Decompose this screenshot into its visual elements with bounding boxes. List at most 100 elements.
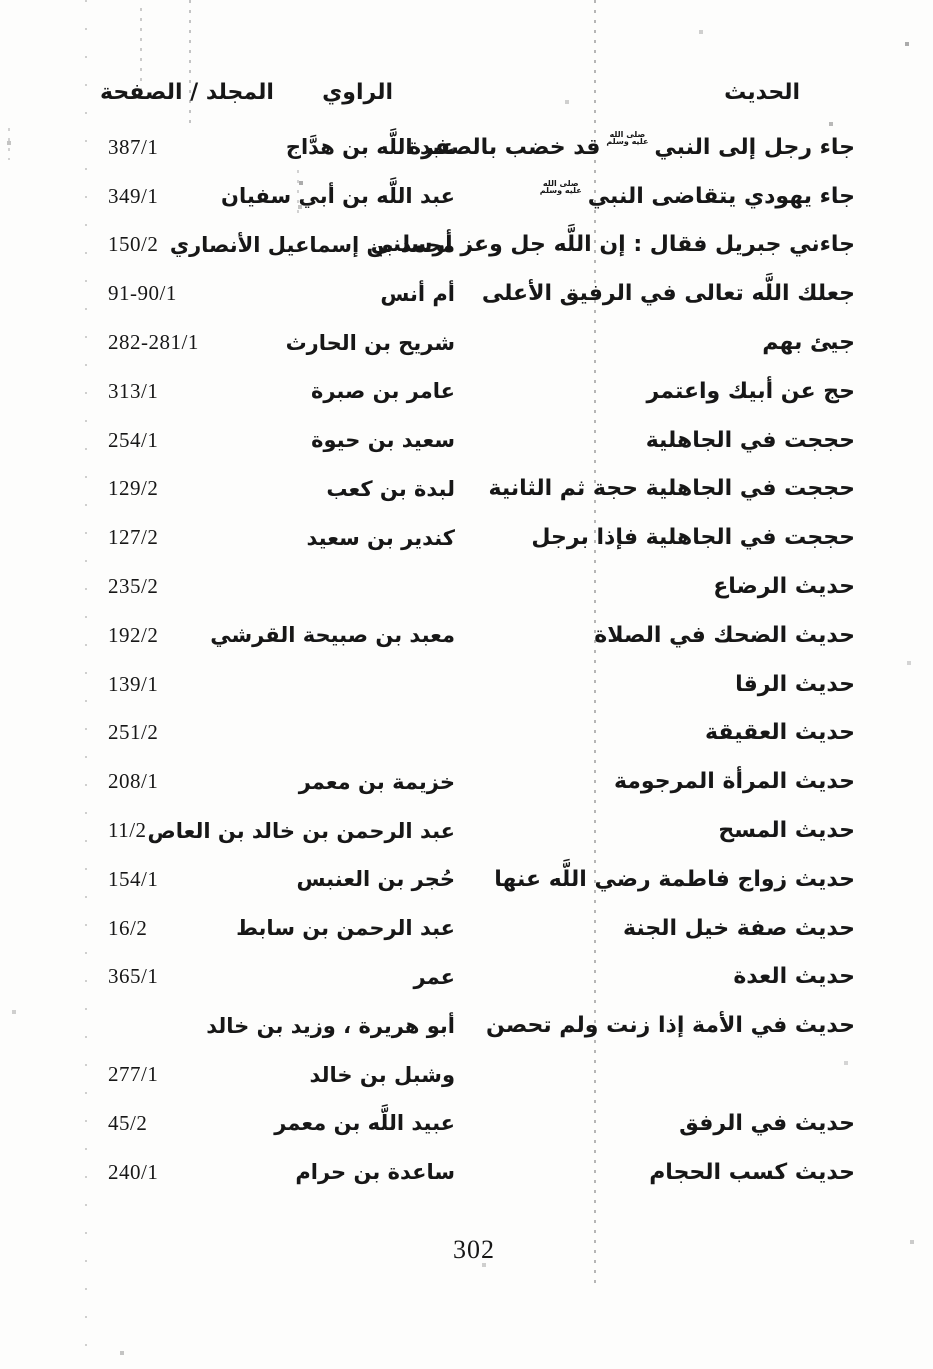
hadith-text: حديث في الأمة إذا زنت ولم تحصن bbox=[486, 1001, 855, 1050]
hadith-text-segment: جاء رجل إلى النبي bbox=[654, 134, 855, 160]
honorific-line-2: عليه وسلم bbox=[539, 186, 582, 196]
volume-page-ref: 150/2 bbox=[108, 232, 159, 257]
hadith-text-segment: جعلك اللَّه تعالى في الرفيق الأعلى bbox=[481, 281, 855, 307]
narrator-name: وشبل بن خالد bbox=[309, 1062, 455, 1087]
volume-page-ref: 154/1 bbox=[108, 866, 159, 891]
hadith-text: حججت في الجاهلية bbox=[646, 416, 855, 465]
narrator-name: أبو هريرة ، وزيد بن خالد bbox=[206, 1013, 455, 1038]
hadith-text: حديث كسب الحجام bbox=[649, 1148, 855, 1197]
hadith-text-segment: حديث الضحك في الصلاة bbox=[594, 622, 855, 648]
table-header: الحديث الراوي المجلد / الصفحة bbox=[0, 70, 933, 116]
volume-page-ref: 282-281/1 bbox=[108, 330, 199, 355]
narrator-name: خزيمة بن معمر bbox=[298, 769, 455, 794]
scan-speckles bbox=[0, 0, 2, 2]
index-row: وشبل بن خالد 277/1 bbox=[0, 1050, 933, 1099]
scan-artifact-line bbox=[594, 0, 596, 1290]
narrator-name: ساعدة بن حرام bbox=[295, 1160, 455, 1185]
hadith-text-segment: حديث زواج فاطمة رضي اللَّه عنها bbox=[494, 866, 855, 892]
scan-artifact-line bbox=[85, 0, 87, 1369]
hadith-text: حديث في الرفق bbox=[679, 1099, 855, 1148]
hadith-text-segment: حديث الرقا bbox=[735, 671, 855, 697]
narrator-name: عبد الرحمن بن خالد بن العاص bbox=[147, 818, 455, 843]
prophet-honorific-symbol: صلى الله عليه وسلم bbox=[606, 131, 648, 146]
hadith-text-segment: حديث صفة خيل الجنة bbox=[623, 915, 855, 941]
hadith-text-segment: حديث كسب الحجام bbox=[649, 1159, 855, 1185]
index-row: جاء رجل إلى النبي صلى الله عليه وسلم قد خضب… bbox=[0, 123, 933, 172]
index-row: جاء يهودي يتقاضى النبي صلى الله عليه وسلم ع… bbox=[0, 172, 933, 221]
narrator-name: محمد بن إسماعيل الأنصاري bbox=[169, 232, 455, 257]
volume-page-ref: 254/1 bbox=[108, 427, 159, 452]
volume-page-ref: 91-90/1 bbox=[108, 281, 177, 306]
narrator-name: حُجر بن العنبس bbox=[296, 867, 455, 892]
volume-page-ref: 387/1 bbox=[108, 134, 159, 159]
hadith-text-segment: حج عن أبيك واعتمر bbox=[646, 378, 855, 404]
narrator-name: لبدة بن كعب bbox=[326, 476, 455, 501]
index-row: حديث العدة عمر 365/1 bbox=[0, 953, 933, 1002]
hadith-text-segment: حديث العقيقة bbox=[705, 720, 855, 746]
volume-page-ref: 251/2 bbox=[108, 720, 159, 745]
index-row: حج عن أبيك واعتمر عامر بن صبرة 313/1 bbox=[0, 367, 933, 416]
hadith-text-segment: حججت في الجاهلية حجة ثم الثانية bbox=[488, 476, 855, 502]
index-row: جيئ بهم شريح بن الحارث 282-281/1 bbox=[0, 318, 933, 367]
hadith-text-segment: حديث العدة bbox=[733, 964, 855, 990]
hadith-text-segment: حججت في الجاهلية فإذا برجل bbox=[531, 525, 855, 551]
hadith-text: حديث المسح bbox=[718, 806, 855, 855]
volume-page-ref: 192/2 bbox=[108, 622, 159, 647]
hadith-text: حديث صفة خيل الجنة bbox=[623, 904, 855, 953]
index-row: حديث في الرفق عبيد اللَّه بن معمر 45/2 bbox=[0, 1099, 933, 1148]
hadith-text: جاءني جبريل فقال : إن اللَّه جل وعز أرسل… bbox=[371, 221, 855, 270]
hadith-text-segment: حديث في الرفق bbox=[679, 1110, 855, 1136]
hadith-text-segment: حديث المسح bbox=[718, 818, 855, 844]
hadith-text-segment: حديث المرأة المرجومة bbox=[613, 769, 855, 795]
index-row: حججت في الجاهلية حجة ثم الثانية لبدة بن ك… bbox=[0, 465, 933, 514]
narrator-name: عبيد اللَّه بن معمر bbox=[274, 1111, 455, 1136]
hadith-text: حديث العدة bbox=[733, 953, 855, 1002]
volume-page-ref: 45/2 bbox=[108, 1110, 148, 1135]
index-row: حديث الضحك في الصلاة معبد بن صبيحة القرشي… bbox=[0, 611, 933, 660]
prophet-honorific-symbol: صلى الله عليه وسلم bbox=[539, 178, 582, 196]
hadith-text: جاء رجل إلى النبي صلى الله عليه وسلم قد خضب… bbox=[408, 123, 855, 172]
index-row: جاءني جبريل فقال : إن اللَّه جل وعز أرسل… bbox=[0, 221, 933, 270]
hadith-text-segment: حديث الرضاع bbox=[713, 574, 855, 600]
index-row: حديث صفة خيل الجنة عبد الرحمن بن سابط 16/2 bbox=[0, 904, 933, 953]
scan-artifact-line bbox=[297, 170, 299, 216]
index-row: حديث المرأة المرجومة خزيمة بن معمر 208/1 bbox=[0, 757, 933, 806]
narrator-name: عامر بن صبرة bbox=[310, 379, 455, 404]
scan-artifact-line bbox=[189, 0, 191, 126]
index-row: جعلك اللَّه تعالى في الرفيق الأعلى أم أنس… bbox=[0, 269, 933, 318]
volume-page-ref: 235/2 bbox=[108, 574, 159, 599]
hadith-text: حججت في الجاهلية فإذا برجل bbox=[531, 513, 855, 562]
hadith-text-segment: جاءني جبريل فقال : إن اللَّه جل وعز أرسل… bbox=[370, 232, 855, 258]
volume-page-ref: 127/2 bbox=[108, 525, 159, 550]
narrator-name: كندير بن سعيد bbox=[306, 525, 455, 550]
index-row: حججت في الجاهلية سعيد بن حيوة 254/1 bbox=[0, 416, 933, 465]
page-number: 302 bbox=[453, 1235, 495, 1264]
hadith-text-segment: حججت في الجاهلية bbox=[645, 427, 855, 453]
index-row: حديث الرضاع 235/2 bbox=[0, 562, 933, 611]
hadith-text: جعلك اللَّه تعالى في الرفيق الأعلى bbox=[482, 269, 855, 318]
narrator-name: عبد اللَّه بن هدَّاج bbox=[285, 135, 455, 160]
narrator-name: سعيد بن حيوة bbox=[311, 428, 455, 453]
honorific-line-1: صلى الله bbox=[542, 178, 579, 188]
narrator-name: أم أنس bbox=[380, 281, 455, 306]
hadith-text: حديث زواج فاطمة رضي اللَّه عنها bbox=[494, 855, 855, 904]
hadith-text-segment: جيئ بهم bbox=[762, 330, 855, 356]
volume-page-ref: 313/1 bbox=[108, 378, 159, 403]
volume-page-ref: 365/1 bbox=[108, 964, 159, 989]
hadith-text-segment: جاء يهودي يتقاضى النبي bbox=[587, 183, 855, 209]
hadith-text: جاء يهودي يتقاضى النبي صلى الله عليه وسلم bbox=[540, 172, 855, 221]
narrator-name: عمر bbox=[413, 964, 456, 989]
hadith-text-segment: حديث في الأمة إذا زنت ولم تحصن bbox=[486, 1013, 855, 1039]
scan-artifact-line bbox=[8, 128, 10, 160]
hadith-text-segment: قد خضب بالصفرة bbox=[408, 134, 601, 160]
volume-page-ref: 208/1 bbox=[108, 769, 159, 794]
hadith-text: حديث العقيقة bbox=[705, 709, 855, 758]
column-header-volume-page: المجلد / الصفحة bbox=[100, 80, 274, 105]
hadith-text: حديث الرضاع bbox=[713, 562, 855, 611]
honorific-line-2: عليه وسلم bbox=[606, 137, 649, 147]
narrator-name: عبد اللَّه بن أبي سفيان bbox=[221, 184, 455, 209]
hadith-text: حديث الضحك في الصلاة bbox=[594, 611, 855, 660]
narrator-name: عبد الرحمن بن سابط bbox=[236, 916, 455, 941]
volume-page-ref: 240/1 bbox=[108, 1159, 159, 1184]
